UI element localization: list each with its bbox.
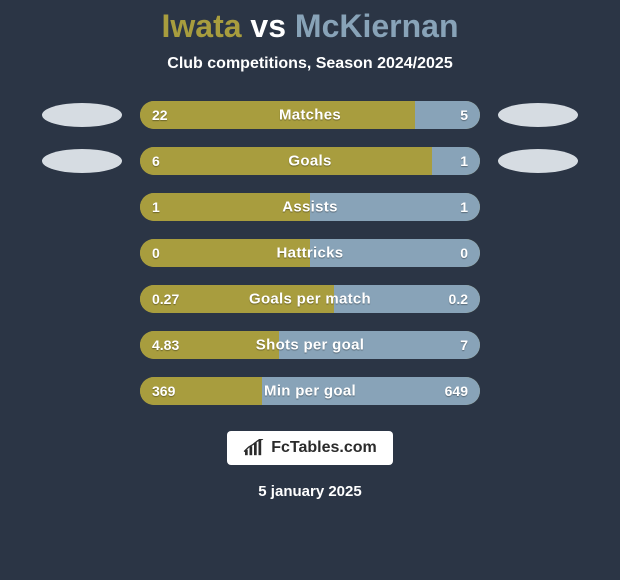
brand-text: FcTables.com xyxy=(271,439,377,457)
value-left: 0.27 xyxy=(152,291,179,307)
stat-row: 22 5 Matches xyxy=(0,101,620,129)
stat-bar: 0.27 0.2 Goals per match xyxy=(140,285,480,313)
stat-label: Goals per match xyxy=(249,291,371,308)
value-left: 6 xyxy=(152,153,160,169)
value-right: 5 xyxy=(460,107,468,123)
page-title: Iwata vs McKiernan xyxy=(162,8,459,45)
stat-row: 6 1 Goals xyxy=(0,147,620,175)
player2-badge xyxy=(498,103,578,127)
stat-row: 1 1 Assists xyxy=(0,193,620,221)
stat-label: Goals xyxy=(288,153,331,170)
bar-fill-left xyxy=(140,101,415,129)
stat-row: 4.83 7 Shots per goal xyxy=(0,331,620,359)
bar-fill-left xyxy=(140,147,432,175)
value-right: 1 xyxy=(460,153,468,169)
stat-label: Hattricks xyxy=(277,245,344,262)
bar-fill-right xyxy=(432,147,480,175)
bar-fill-right xyxy=(415,101,480,129)
vs-text: vs xyxy=(250,8,286,44)
player2-name: McKiernan xyxy=(295,8,459,44)
comparison-card: Iwata vs McKiernan Club competitions, Se… xyxy=(0,0,620,580)
value-left: 22 xyxy=(152,107,168,123)
stat-bar: 22 5 Matches xyxy=(140,101,480,129)
value-right: 649 xyxy=(445,383,468,399)
chart-icon xyxy=(243,439,265,457)
stat-rows: 22 5 Matches 6 1 Goals 1 1 Assists 0 0 Hattricks 0.2… xyxy=(0,101,620,405)
brand-logo: FcTables.com xyxy=(227,431,393,465)
stat-bar: 4.83 7 Shots per goal xyxy=(140,331,480,359)
player2-badge xyxy=(498,149,578,173)
date-text: 5 january 2025 xyxy=(258,483,361,500)
stat-label: Assists xyxy=(282,199,337,216)
value-left: 369 xyxy=(152,383,175,399)
stat-label: Min per goal xyxy=(264,383,356,400)
value-right: 0 xyxy=(460,245,468,261)
value-left: 4.83 xyxy=(152,337,179,353)
value-left: 0 xyxy=(152,245,160,261)
stat-label: Matches xyxy=(279,107,341,124)
stat-row: 0.27 0.2 Goals per match xyxy=(0,285,620,313)
player1-badge xyxy=(42,103,122,127)
stat-row: 369 649 Min per goal xyxy=(0,377,620,405)
stat-row: 0 0 Hattricks xyxy=(0,239,620,267)
stat-bar: 6 1 Goals xyxy=(140,147,480,175)
subtitle: Club competitions, Season 2024/2025 xyxy=(167,55,452,73)
player1-badge xyxy=(42,149,122,173)
value-right: 0.2 xyxy=(449,291,468,307)
stat-bar: 0 0 Hattricks xyxy=(140,239,480,267)
player1-name: Iwata xyxy=(162,8,242,44)
stat-bar: 369 649 Min per goal xyxy=(140,377,480,405)
value-left: 1 xyxy=(152,199,160,215)
value-right: 7 xyxy=(460,337,468,353)
value-right: 1 xyxy=(460,199,468,215)
stat-label: Shots per goal xyxy=(256,337,364,354)
stat-bar: 1 1 Assists xyxy=(140,193,480,221)
